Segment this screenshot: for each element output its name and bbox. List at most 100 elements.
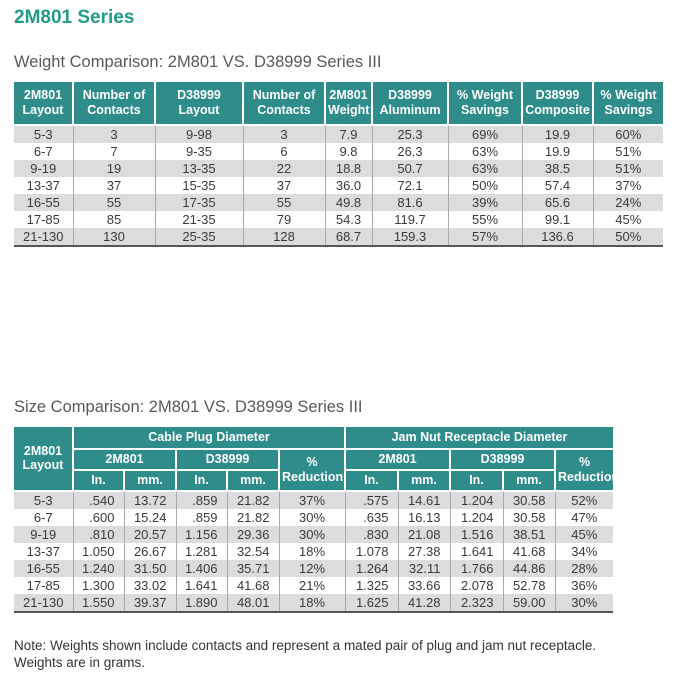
table-row: 6-7.600 15.24.859 21.82 30% .635 16.13 1.204 30… [14, 508, 613, 526]
table-row: 21-130 130 25-35 128 68.7 159.3 57% 136.6 50% [14, 228, 663, 246]
data-cell: 128 [243, 228, 326, 246]
data-cell: 55% [448, 211, 523, 228]
table-row: 5-3 3 9-98 3 7.9 25.3 69% 19.9 60% [14, 125, 663, 143]
data-cell: .600 [73, 508, 125, 526]
layout-cell: 9-19 [14, 525, 74, 543]
col-header-number-of-contacts-2: Number of Contacts [242, 82, 326, 126]
unit-header-in: In. [175, 470, 228, 492]
col-header-d38999-aluminum: D38999 Aluminum [371, 82, 449, 126]
data-cell: 1.281 [176, 542, 228, 560]
data-cell: 37% [615, 178, 642, 193]
data-cell: 39% [448, 194, 523, 211]
data-cell: 1.766 [450, 559, 504, 577]
table-row: 13-37 1.050 26.67 1.281 32.54 18% 1.078 27.38 1.… [14, 542, 613, 560]
data-cell: 1.204 [450, 490, 504, 509]
col-header-d38999-composite: D38999 Composite [521, 82, 594, 126]
data-cell: 45% [615, 212, 642, 227]
data-cell: 55 [243, 194, 326, 211]
data-cell: 52% [571, 492, 598, 508]
table-row: 9-19.810 20.57 1.156 29.36 30% .830 21.08 1.516… [14, 525, 613, 543]
data-cell: .810 [73, 525, 125, 543]
data-cell: .635 [345, 508, 399, 526]
data-cell: 72.1 [372, 177, 449, 194]
size-section-title: Size Comparison: 2M801 VS. D38999 Series… [14, 398, 363, 416]
table-row: 13-37 37 15-35 37 36.0 72.1 50% 57.4 37% [14, 177, 663, 194]
data-cell: 30.58 [503, 508, 556, 526]
weight-table-body: 5-3 3 9-98 3 7.9 25.3 69% 19.9 60% 6-7 7 9-35 6 9.8 26… [14, 125, 663, 246]
data-cell: 55 [73, 194, 156, 211]
data-cell: .859 [176, 490, 228, 509]
unit-header-mm: mm. [123, 470, 177, 492]
data-cell: 19 [73, 160, 156, 177]
data-cell: 50% [448, 177, 523, 194]
data-cell: 35.71 [227, 559, 280, 577]
table-row: 16-55 1.240 31.50 1.406 35.71 12% 1.264 32.11 1.… [14, 559, 613, 577]
data-cell: 33.66 [398, 576, 451, 594]
data-cell: 85 [73, 211, 156, 228]
data-cell: 9.8 [325, 143, 373, 160]
data-cell: 16.13 [398, 508, 451, 526]
data-cell: 48.01 [227, 593, 280, 612]
data-cell: 12% [279, 559, 346, 577]
data-cell: 65.6 [522, 194, 594, 211]
table-row: 21-130 1.550 39.37 1.890 48.01 18% 1.625 41.28 2… [14, 593, 613, 612]
data-cell: 21.08 [398, 525, 451, 543]
data-cell: 19.9 [522, 143, 594, 160]
data-cell: 1.625 [345, 593, 399, 612]
data-cell: 44.86 [503, 559, 556, 577]
note-line-2: Weights are in grams. [14, 654, 146, 670]
col-header-number-of-contacts: Number of Contacts [72, 82, 156, 126]
data-cell: 1.050 [73, 542, 125, 560]
subheader-cable-2m801: 2M801 [72, 449, 177, 471]
data-cell: 30.58 [503, 490, 556, 509]
unit-header-in: In. [344, 470, 399, 492]
data-cell: 49.8 [325, 194, 373, 211]
data-cell: 7 [73, 143, 156, 160]
data-cell: 31.50 [124, 559, 177, 577]
data-cell: 38.5 [522, 160, 594, 177]
col-header-2m801-layout: 2M801 Layout [14, 82, 74, 126]
data-cell: 22 [243, 160, 326, 177]
table-row: 9-19 19 13-35 22 18.8 50.7 63% 38.5 51% [14, 160, 663, 177]
data-cell: 36% [571, 577, 598, 593]
data-cell: 1.240 [73, 559, 125, 577]
data-cell: 57% [448, 228, 523, 246]
data-cell: 34% [571, 543, 598, 559]
data-cell: 1.890 [176, 593, 228, 612]
col-header-weight-savings: % Weight Savings [447, 82, 523, 126]
subheader-jam-2m801: 2M801 [344, 449, 451, 471]
col-header-2m801-layout: 2M801 Layout [14, 427, 74, 492]
data-cell: 79 [243, 211, 326, 228]
weight-comparison-table: 2M801 Layout Number of Contacts D38999 L… [14, 82, 663, 247]
layout-cell: 6-7 [14, 143, 74, 160]
data-cell: 26.3 [372, 143, 449, 160]
data-cell: 21.82 [227, 490, 280, 509]
layout-cell: 5-3 [14, 490, 74, 509]
col-header-2m801-weight: 2M801 Weight [324, 82, 373, 126]
data-cell: 130 [73, 228, 156, 246]
weight-section-title: Weight Comparison: 2M801 VS. D38999 Seri… [14, 53, 382, 71]
data-cell: 32.54 [227, 542, 280, 560]
data-cell: 25.3 [372, 125, 449, 143]
data-cell: 14.61 [398, 490, 451, 509]
data-cell: 24% [615, 195, 642, 210]
data-cell: 50% [615, 229, 642, 244]
size-table-header: 2M801 Layout Cable Plug Diameter Jam Nut… [14, 427, 619, 492]
layout-cell: 13-37 [14, 542, 74, 560]
data-cell: 1.300 [73, 576, 125, 594]
data-cell: 136.6 [522, 228, 594, 246]
data-cell: 51% [615, 144, 642, 159]
data-cell: 30% [279, 508, 346, 526]
data-cell: 15.24 [124, 508, 177, 526]
data-cell: 37% [279, 490, 346, 509]
data-cell: 3 [243, 125, 326, 143]
data-cell: 81.6 [372, 194, 449, 211]
subheader-cable-percent-reduction: % Reduction [278, 449, 346, 492]
data-cell: 13.72 [124, 490, 177, 509]
data-cell: 25-35 [155, 228, 244, 246]
unit-header-in: In. [72, 470, 125, 492]
group-header-jam-nut-receptacle-diameter: Jam Nut Receptacle Diameter [344, 427, 613, 450]
data-cell: 9-35 [155, 143, 244, 160]
data-cell: 47% [571, 509, 598, 525]
